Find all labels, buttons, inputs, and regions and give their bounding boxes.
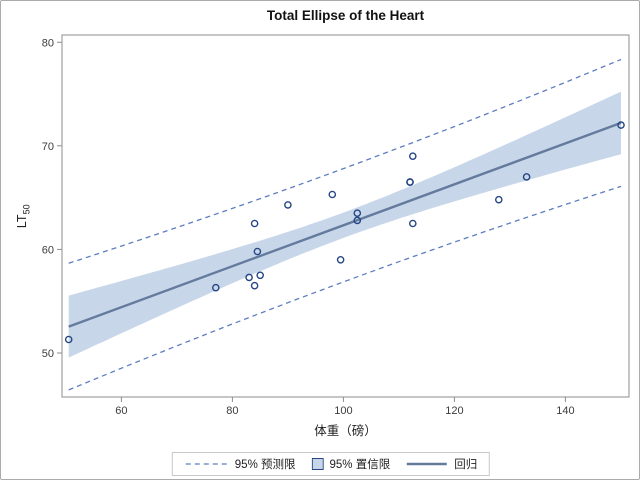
data-point <box>328 190 337 199</box>
data-point <box>284 201 292 209</box>
x-tick-label: 60 <box>115 405 127 417</box>
data-point <box>353 216 362 225</box>
data-point <box>522 173 531 181</box>
data-point <box>245 273 253 282</box>
legend: 95% 预测限 95% 置信限 回归 <box>171 452 491 476</box>
prediction-limit-lower <box>68 185 622 391</box>
data-point <box>408 152 417 160</box>
data-point <box>336 255 345 264</box>
legend-item-label: 回归 <box>454 459 478 471</box>
legend-item-label: 95% 置信限 <box>329 459 391 471</box>
legend-item: 95% 预测限 <box>185 456 296 472</box>
y-tick-label: 60 <box>42 244 54 256</box>
chart-title: Total Ellipse of the Heart <box>266 8 425 23</box>
data-point <box>353 209 362 217</box>
y-tick-label: 50 <box>42 348 54 360</box>
x-tick-label: 80 <box>226 405 238 417</box>
data-point <box>256 271 265 280</box>
prediction-line-swatch-icon <box>185 463 228 465</box>
x-tick-label: 100 <box>334 405 352 417</box>
data-point <box>64 335 73 344</box>
y-tick-label: 70 <box>42 141 54 153</box>
data-point <box>250 281 259 290</box>
data-point <box>211 283 220 292</box>
y-tick-label: 80 <box>42 37 54 49</box>
legend-item-label: 95% 预测限 <box>234 459 296 471</box>
regression-line <box>68 121 622 328</box>
x-tick-label: 120 <box>445 405 463 417</box>
regression-line-swatch-icon <box>407 462 448 466</box>
data-point <box>617 121 625 129</box>
x-axis-label: 体重（磅） <box>314 424 377 438</box>
prediction-limit-upper <box>68 58 622 264</box>
data-point <box>494 195 503 204</box>
legend-item: 95% 置信限 <box>311 456 391 472</box>
y-axis-label: LT50 <box>14 204 32 229</box>
confidence-band-swatch-icon <box>311 458 324 470</box>
data-point <box>253 247 262 256</box>
legend-item: 回归 <box>406 456 477 472</box>
x-tick-label: 140 <box>556 405 574 417</box>
y-axis-label-subscript: 50 <box>21 204 32 215</box>
data-point <box>250 219 259 228</box>
data-point <box>406 178 414 186</box>
data-point <box>408 219 417 228</box>
